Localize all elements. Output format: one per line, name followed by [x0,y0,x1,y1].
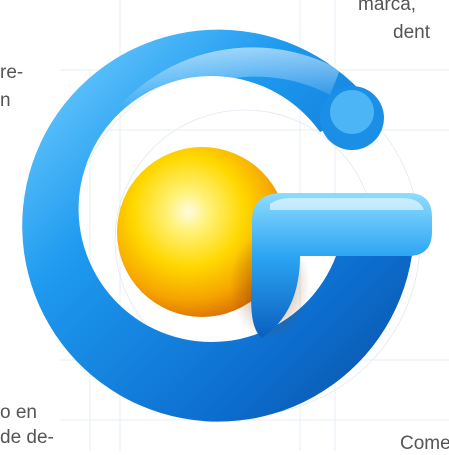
g-ring-shine [90,47,340,170]
text-fragment-bottom-left-1: o en [0,402,37,423]
g-crossbar [251,193,432,338]
text-fragment-bottom-left-2: de de- [0,427,54,448]
text-fragment-bottom-right-1: Come [400,433,449,454]
text-fragment-top-right-1: marca, [358,0,417,15]
text-fragment-top-left-2: n [0,90,11,111]
text-fragment-top-right-2: dent [393,22,430,43]
crossbar-highlight [270,198,424,210]
text-fragment-top-left-1: re- [0,62,24,83]
g-ring [22,29,413,422]
